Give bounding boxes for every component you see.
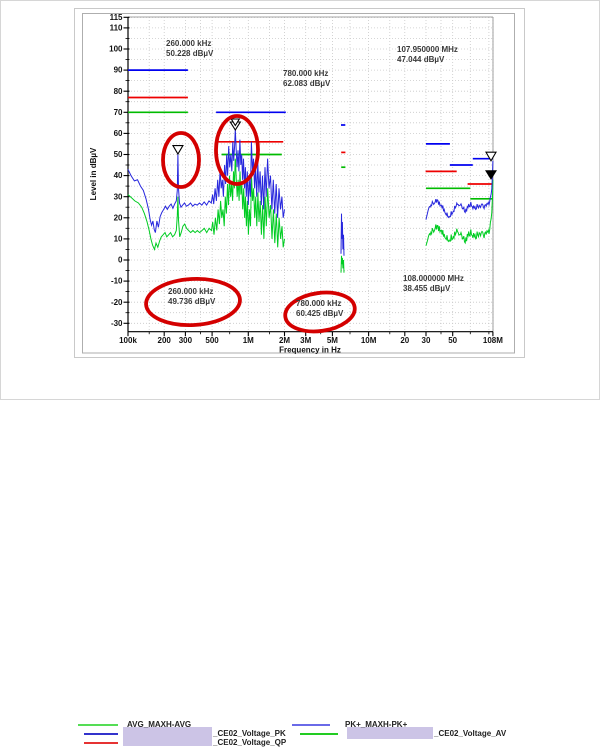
legend-item-avg-maxh[interactable]: AVG_MAXH-AVG: [127, 720, 192, 729]
svg-text:20: 20: [400, 336, 409, 345]
svg-text:780.000 kHz: 780.000 kHz: [296, 299, 341, 308]
svg-text:62.083 dBµV: 62.083 dBµV: [283, 79, 331, 88]
marker-107-950000-mhz[interactable]: [485, 151, 497, 162]
svg-text:500: 500: [205, 336, 219, 345]
svg-text:260.000 kHz: 260.000 kHz: [168, 287, 213, 296]
svg-text:50: 50: [448, 336, 457, 345]
svg-text:90: 90: [114, 66, 123, 75]
svg-text:80: 80: [114, 87, 123, 96]
svg-text:5M: 5M: [327, 336, 338, 345]
svg-text:115: 115: [110, 13, 123, 22]
svg-text:10M: 10M: [361, 336, 377, 345]
marker-108-000000-mhz[interactable]: [485, 170, 497, 180]
highlight-ellipse-3: [144, 277, 242, 327]
legend-item-voltage-av[interactable]: _CE02_Voltage_AV: [434, 729, 507, 738]
svg-text:108.000000 MHz: 108.000000 MHz: [403, 274, 464, 283]
svg-text:200: 200: [158, 336, 172, 345]
chart-legend: AVG_MAXH-AVG _CE02_Voltage_PK _CE02_Volt…: [0, 358, 600, 747]
svg-text:0: 0: [118, 256, 123, 265]
svg-text:60.425 dBµV: 60.425 dBµV: [296, 309, 344, 318]
svg-text:10: 10: [114, 235, 123, 244]
highlight-ellipse-2: [214, 114, 260, 186]
limit-line-ce02_voltage_qp: [128, 96, 493, 185]
highlight-ellipse-1: [161, 131, 201, 189]
legend-line-voltage-av: [300, 732, 338, 735]
chart-outer-frame: [74, 8, 525, 358]
trace-pk-maxh-pk-: [127, 128, 494, 256]
marker-780-000-khz[interactable]: [229, 118, 242, 132]
legend-highlight-box-left: [123, 727, 212, 746]
legend-line-voltage-pk: [84, 732, 118, 735]
legend-line-avg-maxh: [78, 724, 118, 726]
trace-avg-maxh-avg: [127, 158, 494, 273]
legend-line-voltage-qp: [84, 741, 118, 744]
svg-text:40: 40: [114, 171, 123, 180]
svg-text:780.000 kHz: 780.000 kHz: [283, 69, 328, 78]
limit-line-ce02_voltage_pk: [128, 69, 493, 166]
svg-text:1M: 1M: [243, 336, 254, 345]
svg-text:30: 30: [422, 336, 431, 345]
svg-text:2M: 2M: [279, 336, 290, 345]
legend-item-pk-maxh[interactable]: PK+_MAXH-PK+: [345, 720, 408, 729]
svg-text:-20: -20: [111, 298, 123, 307]
svg-text:50: 50: [114, 150, 123, 159]
emc-level-vs-frequency-chart[interactable]: -30 -20 -10 0 10 20 30 40 50 60 70 80 90 100 110 115 100…: [0, 0, 600, 400]
legend-line-pk-maxh: [292, 724, 330, 726]
svg-text:70: 70: [114, 108, 123, 117]
marker-260-000-khz[interactable]: [171, 144, 184, 156]
svg-text:100k: 100k: [119, 336, 137, 345]
svg-text:107.950000 MHz: 107.950000 MHz: [397, 45, 458, 54]
x-axis-title: Frequency in Hz: [279, 346, 341, 355]
svg-text:38.455 dBµV: 38.455 dBµV: [403, 284, 451, 293]
legend-item-voltage-pk[interactable]: _CE02_Voltage_PK: [213, 729, 286, 738]
svg-text:110: 110: [110, 24, 123, 33]
x-axis-ticks: 100k 200 300 500 1M 2M 3M 5M 10M 20 30 50 108M: [119, 331, 503, 345]
legend-item-voltage-qp[interactable]: _CE02_Voltage_QP: [213, 738, 287, 747]
y-axis-title: Level in dBµV: [89, 147, 98, 200]
svg-text:20: 20: [114, 213, 123, 222]
highlight-ellipse-4: [283, 290, 357, 334]
svg-text:-10: -10: [111, 277, 123, 286]
svg-text:-30: -30: [111, 319, 123, 328]
svg-text:30: 30: [114, 192, 123, 201]
svg-text:260.000 kHz: 260.000 kHz: [166, 39, 211, 48]
svg-text:108M: 108M: [483, 336, 503, 345]
svg-text:3M: 3M: [300, 336, 311, 345]
svg-text:47.044 dBµV: 47.044 dBµV: [397, 55, 445, 64]
svg-text:60: 60: [114, 129, 123, 138]
svg-text:50.228 dBµV: 50.228 dBµV: [166, 49, 214, 58]
svg-text:100: 100: [109, 45, 123, 54]
svg-text:300: 300: [179, 336, 193, 345]
y-axis-ticks: -30 -20 -10 0 10 20 30 40 50 60 70 80 90 100 110 115: [109, 13, 130, 328]
svg-text:49.736 dBµV: 49.736 dBµV: [168, 297, 216, 306]
